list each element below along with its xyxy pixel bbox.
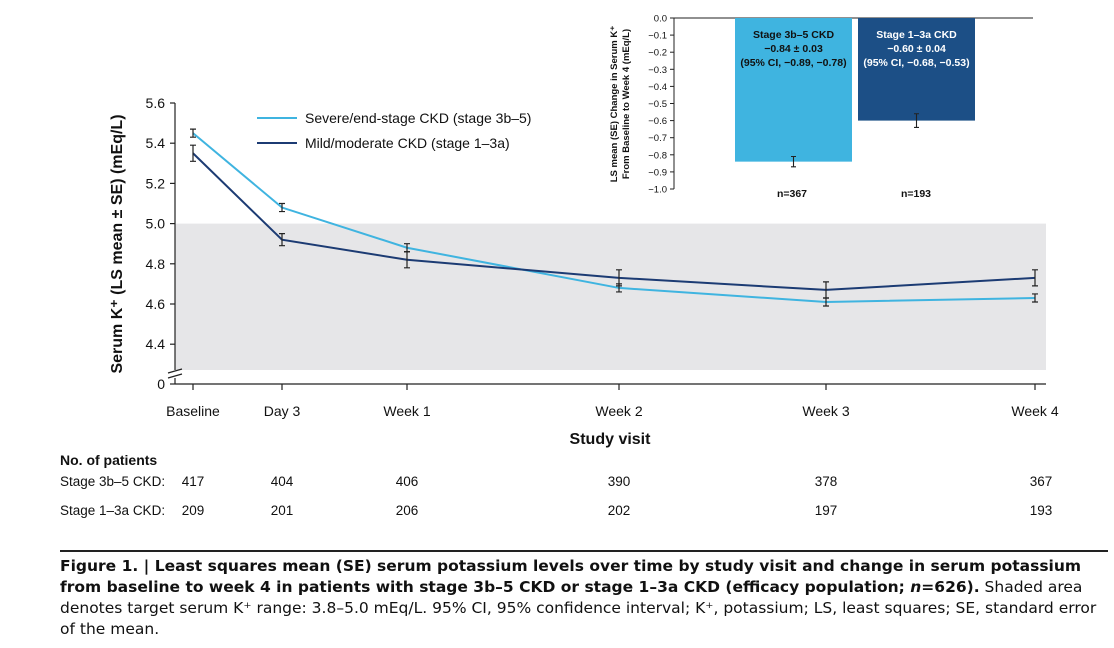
x-tick-label: Week 4 [1011,403,1058,419]
inset-y-tick-label: −0.9 [648,167,667,178]
error-bar [823,281,829,299]
target-range-band [175,223,1046,370]
inset-bar-1 [735,18,852,162]
y-tick-label: 0 [157,376,165,392]
caption-bold: Least squares mean (SE) serum potassium … [60,557,1082,596]
error-bar [1032,293,1038,303]
y-tick-label: 4.8 [146,256,166,272]
figure-caption: Figure 1. | Least squares mean (SE) seru… [60,556,1110,640]
caption-bold-end: =626). [921,578,980,596]
inset-bar-label: −0.84 ± 0.03 [764,43,823,55]
error-bar [279,202,285,213]
series-line-2 [192,152,1036,291]
caption-normal: Shaded area denotes target serum K⁺ rang… [60,578,1097,638]
inset-y-tick-label: −0.7 [648,133,667,144]
caption-top-rule [60,550,1108,552]
inset-error-bar [914,113,919,128]
caption-bold-italic: n [910,578,922,596]
patient-count: 406 [396,474,419,489]
axis-break-mark [167,368,183,379]
inset-error-bar [791,155,796,168]
inset-y-tick-label: −0.3 [648,65,667,76]
patients-table-header: No. of patients [60,452,157,468]
error-bar [1032,269,1038,287]
x-axis-label: Study visit [570,431,652,448]
inset-bar-label: (95% CI, −0.89, −0.78) [740,57,846,69]
inset-y-tick-label: −0.1 [648,31,667,42]
patients-row-label: Stage 1–3a CKD: [60,503,165,518]
error-bar [190,144,196,162]
inset-y-tick-label: −0.6 [648,116,667,127]
patient-count: 390 [608,474,631,489]
error-bar [279,233,285,247]
patient-count: 417 [182,474,205,489]
patients-row-label: Stage 3b–5 CKD: [60,474,165,489]
patient-count: 197 [815,503,838,518]
patient-count: 404 [271,474,294,489]
inset-y-axis-label: From Baseline to Week 4 (mEq/L) [621,29,632,179]
inset-y-tick-label: 0.0 [654,14,667,25]
patient-count: 378 [815,474,838,489]
x-tick-label: Week 3 [802,403,849,419]
inset-y-tick-label: −0.5 [648,99,667,110]
patient-count: 201 [271,503,294,518]
caption-prefix: Figure 1. | [60,557,155,575]
y-tick-label: 4.4 [146,336,166,352]
inset-bar-label: (95% CI, −0.68, −0.53) [863,57,969,69]
y-tick-label: 4.6 [146,296,166,312]
x-tick-label: Baseline [166,403,220,419]
series-line-1 [192,132,1036,303]
y-tick-label: 5.2 [146,175,166,191]
inset-y-tick-label: −0.4 [648,82,667,93]
x-tick-label: Day 3 [264,403,301,419]
legend-label-1: Severe/end-stage CKD (stage 3b–5) [305,110,531,126]
inset-y-tick-label: −1.0 [648,185,667,196]
legend-label-2: Mild/moderate CKD (stage 1–3a) [305,135,510,151]
y-tick-label: 5.0 [146,216,166,232]
y-axis-label: Serum K⁺ (LS mean ± SE) (mEq/L) [109,114,126,373]
patient-count: 206 [396,503,419,518]
inset-y-axis-label: LS mean (SE) Change in Serum K⁺ [609,26,620,183]
inset-bar-label: −0.60 ± 0.04 [887,43,946,55]
inset-bar-label: Stage 3b–5 CKD [753,29,835,41]
patient-count: 193 [1030,503,1053,518]
inset-bar-2 [858,18,975,121]
patient-count: 202 [608,503,631,518]
x-tick-label: Week 1 [383,403,430,419]
inset-n-label: n=367 [777,188,807,200]
inset-bar-label: Stage 1–3a CKD [876,29,957,41]
patient-count: 209 [182,503,205,518]
error-bar [190,128,196,138]
y-tick-label: 5.6 [146,95,166,111]
inset-n-label: n=193 [901,188,931,200]
error-bar [616,269,622,287]
patient-count: 367 [1030,474,1053,489]
y-tick-label: 5.4 [146,135,166,151]
inset-y-tick-label: −0.2 [648,48,667,59]
x-tick-label: Week 2 [595,403,642,419]
inset-y-tick-label: −0.8 [648,150,667,161]
error-bar [404,251,410,269]
